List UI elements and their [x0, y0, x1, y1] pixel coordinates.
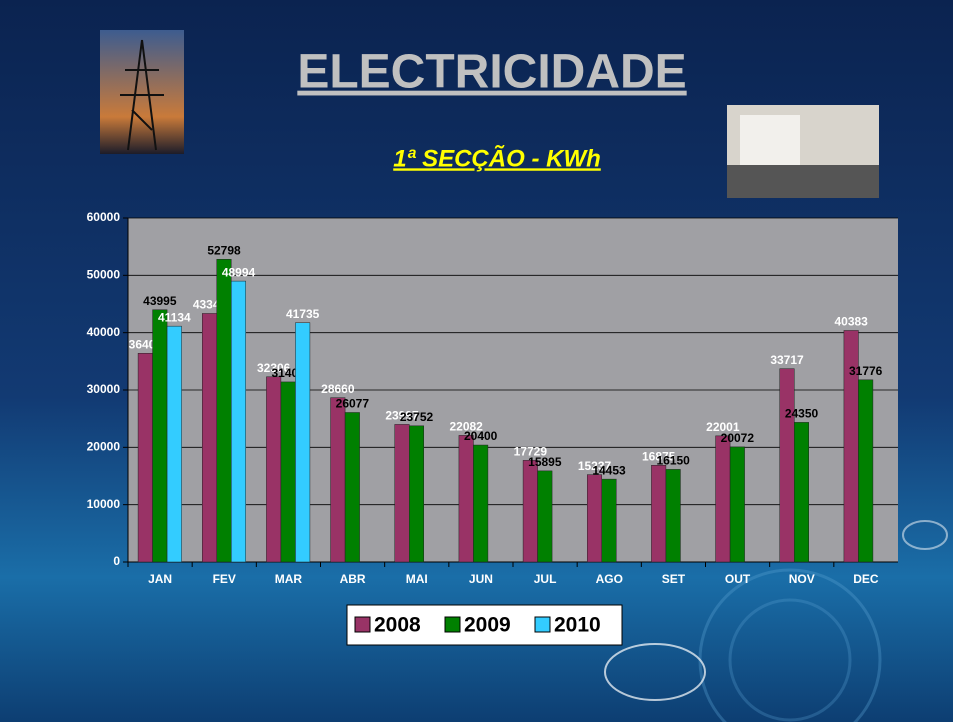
legend-label: 2010: [554, 614, 601, 637]
bar: [295, 323, 310, 562]
bar: [794, 422, 809, 562]
value-label: 28660: [321, 382, 355, 396]
value-label: 48994: [222, 265, 256, 279]
x-tick-label: SET: [662, 572, 686, 586]
x-tick-label: MAR: [275, 572, 303, 586]
value-label: 20072: [721, 431, 755, 445]
bar: [138, 353, 153, 562]
bar: [858, 380, 873, 562]
y-tick-label: 30000: [87, 382, 121, 396]
slide-title: ELECTRICIDADE: [297, 46, 686, 99]
bar: [523, 460, 538, 562]
page: ELECTRICIDADE 1ª SECÇÃO - KWh 2008200920…: [0, 0, 953, 722]
bar: [409, 426, 424, 562]
value-label: 14453: [592, 463, 626, 477]
x-tick-label: JUL: [534, 572, 557, 586]
bar: [587, 475, 602, 562]
bar: [651, 465, 666, 562]
x-tick-label: JAN: [148, 572, 172, 586]
y-tick-label: 0: [113, 554, 120, 568]
y-tick-label: 60000: [87, 210, 121, 224]
bar: [231, 281, 246, 562]
value-label: 52798: [207, 243, 241, 257]
value-label: 24350: [785, 407, 819, 421]
value-label: 20400: [464, 429, 498, 443]
value-label: 43995: [143, 294, 177, 308]
value-label: 40383: [834, 315, 868, 329]
bar: [281, 382, 296, 562]
legend-swatch: [355, 617, 370, 632]
y-tick-label: 50000: [87, 268, 121, 282]
bar: [167, 326, 182, 562]
x-tick-label: JUN: [469, 572, 493, 586]
value-label: 33717: [770, 353, 804, 367]
bar: [217, 259, 232, 562]
legend: 2008 2009 2010: [347, 605, 622, 645]
bar: [730, 447, 745, 562]
x-tick-label: DEC: [853, 572, 879, 586]
value-label: 26077: [336, 397, 370, 411]
value-label: 31776: [849, 364, 883, 378]
y-tick-label: 40000: [87, 325, 121, 339]
bar: [202, 313, 217, 562]
value-label: 41134: [158, 310, 191, 324]
x-tick-label: NOV: [789, 572, 815, 586]
legend-swatch: [535, 617, 550, 632]
bar: [395, 424, 410, 562]
bar: [266, 377, 281, 562]
bar: [153, 310, 168, 562]
x-tick-label: FEV: [213, 572, 236, 586]
legend-label: 2008: [374, 614, 421, 637]
value-label: 15895: [528, 455, 562, 469]
bar: [473, 445, 488, 562]
pylon-photo: [100, 30, 184, 154]
bar: [602, 479, 617, 562]
bar: [716, 436, 731, 562]
y-tick-label: 20000: [87, 440, 121, 454]
value-label: 16150: [656, 454, 690, 468]
bar: [538, 471, 553, 562]
bar: [459, 435, 474, 562]
building-street: [727, 165, 879, 198]
x-tick-label: OUT: [725, 572, 751, 586]
slide-subtitle: 1ª SECÇÃO - KWh: [393, 144, 601, 172]
x-tick-label: ABR: [340, 572, 366, 586]
x-tick-label: AGO: [596, 572, 623, 586]
x-tick-label: MAI: [406, 572, 428, 586]
legend-label: 2009: [464, 614, 511, 637]
bar: [780, 369, 795, 562]
bar: [331, 398, 346, 562]
value-label: 41735: [286, 307, 320, 321]
value-label: 23752: [400, 410, 434, 424]
slide: ELECTRICIDADE 1ª SECÇÃO - KWh 2008200920…: [0, 0, 953, 722]
building: [740, 115, 800, 165]
bar: [345, 412, 360, 562]
y-tick-label: 10000: [87, 497, 121, 511]
legend-swatch: [445, 617, 460, 632]
bar: [666, 469, 681, 562]
